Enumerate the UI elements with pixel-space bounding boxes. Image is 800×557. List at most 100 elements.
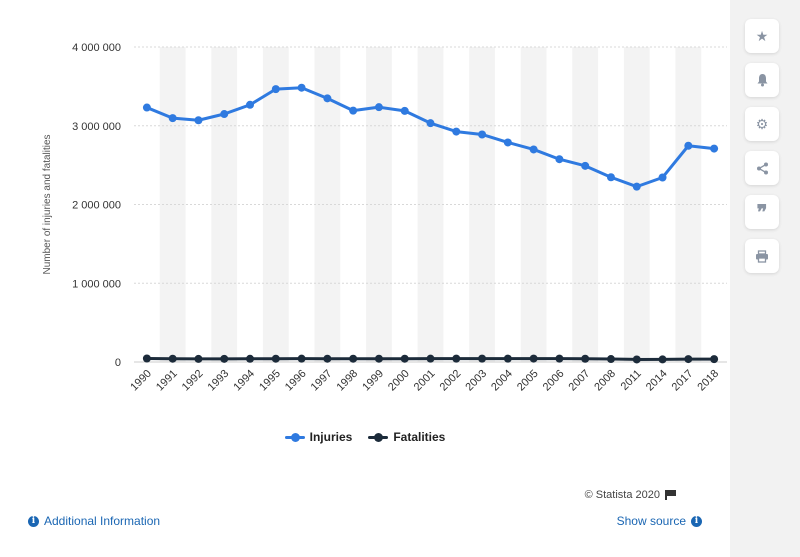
data-point-injuries	[374, 103, 383, 112]
data-point-injuries	[297, 83, 306, 92]
share-button[interactable]	[745, 151, 779, 185]
data-point-fatalities	[168, 354, 177, 363]
show-source-label: Show source	[616, 514, 686, 528]
y-tick-label: 0	[115, 357, 121, 369]
share-icon	[756, 162, 768, 174]
data-point-injuries	[400, 106, 409, 115]
favorite-button[interactable]: ★	[745, 19, 779, 53]
data-point-injuries	[168, 114, 177, 123]
additional-information-link[interactable]: i Additional Information	[28, 514, 160, 528]
star-icon: ★	[755, 27, 769, 44]
quote-icon: ❞	[756, 200, 768, 224]
data-point-injuries	[452, 127, 461, 136]
chart-card: 0 1 000 000 2 000 000 3 000 000 4 000 000 Num…	[0, 0, 730, 557]
x-tick-label: 1990	[128, 368, 154, 394]
y-tick-label: 4 000 000	[72, 42, 121, 54]
x-tick-label: 2011	[619, 368, 644, 393]
x-tick-label: 1995	[257, 368, 283, 394]
cite-button[interactable]: ❞	[745, 195, 779, 229]
show-source-link[interactable]: Show source i	[617, 514, 702, 528]
x-tick-label: 2018	[695, 368, 721, 394]
data-point-injuries	[658, 173, 667, 182]
chart-legend: Injuries Fatalities	[0, 430, 730, 444]
data-point-injuries	[478, 130, 487, 139]
data-point-injuries	[142, 103, 151, 112]
data-point-fatalities	[271, 354, 280, 363]
statista-credit[interactable]: © Statista 2020	[585, 489, 676, 501]
sidebar-toolbar: ★ ⚙ ❞	[745, 19, 779, 273]
info-icon: i	[28, 515, 39, 527]
x-tick-label: 2008	[592, 368, 618, 394]
data-point-fatalities	[220, 354, 229, 363]
info-icon: i	[691, 515, 702, 527]
data-point-injuries	[581, 161, 590, 170]
legend-label-injuries: Injuries	[309, 430, 353, 444]
x-tick-label: 1993	[206, 368, 232, 394]
x-tick-label: 2004	[489, 368, 515, 394]
data-point-fatalities	[581, 354, 590, 363]
data-point-injuries	[426, 119, 435, 128]
x-tick-label: 2014	[644, 368, 670, 394]
data-point-injuries	[555, 155, 564, 164]
legend-swatch-injuries	[284, 432, 305, 442]
data-point-fatalities	[194, 354, 203, 363]
legend-swatch-fatalities	[368, 432, 389, 442]
line-chart: 0 1 000 000 2 000 000 3 000 000 4 000 000 Num…	[42, 42, 727, 394]
data-point-fatalities	[710, 355, 719, 364]
data-point-fatalities	[658, 355, 667, 364]
y-tick-label: 3 000 000	[72, 121, 121, 133]
data-point-fatalities	[426, 354, 435, 363]
gear-icon: ⚙	[755, 115, 769, 132]
notification-button[interactable]	[745, 63, 779, 97]
legend-item-fatalities[interactable]: Fatalities	[368, 430, 445, 444]
y-tick-label: 2 000 000	[72, 200, 121, 212]
x-tick-label: 1998	[334, 368, 360, 394]
x-tick-label: 1991	[154, 368, 180, 394]
data-point-injuries	[684, 141, 693, 150]
data-point-injuries	[246, 100, 255, 109]
data-point-fatalities	[555, 354, 564, 363]
data-point-injuries	[271, 85, 280, 94]
x-tick-label: 1992	[180, 368, 206, 394]
print-icon	[756, 249, 768, 263]
data-point-injuries	[529, 145, 538, 154]
legend-label-fatalities: Fatalities	[393, 430, 446, 444]
data-point-injuries	[606, 173, 615, 182]
data-point-fatalities	[478, 354, 487, 363]
x-tick-label: 1994	[231, 368, 257, 394]
data-point-fatalities	[606, 355, 615, 364]
data-point-fatalities	[323, 354, 332, 363]
data-point-injuries	[632, 182, 641, 191]
print-button[interactable]	[745, 239, 779, 273]
settings-button[interactable]: ⚙	[745, 107, 779, 141]
column-band	[623, 47, 650, 362]
data-point-injuries	[349, 106, 358, 115]
x-tick-label: 2006	[541, 368, 567, 394]
x-tick-label: 1996	[283, 368, 309, 394]
data-point-fatalities	[452, 354, 461, 363]
column-band	[572, 47, 599, 362]
bell-icon	[757, 74, 767, 87]
column-band	[159, 47, 186, 362]
x-tick-label: 2005	[515, 368, 541, 394]
data-point-fatalities	[142, 354, 151, 363]
x-tick-label: 1997	[309, 368, 335, 394]
x-tick-label: 2002	[438, 368, 464, 394]
x-tick-label: 2003	[463, 368, 489, 394]
data-point-injuries	[710, 144, 719, 153]
data-point-fatalities	[349, 354, 358, 363]
data-point-fatalities	[632, 355, 641, 364]
data-point-injuries	[323, 94, 332, 103]
x-tick-label: 2017	[670, 368, 696, 394]
data-point-fatalities	[684, 355, 693, 364]
x-tick-label: 2000	[386, 368, 412, 394]
x-tick-label: 2001	[412, 368, 438, 394]
legend-item-injuries[interactable]: Injuries	[284, 430, 353, 444]
credit-text: © Statista 2020	[584, 489, 660, 501]
x-tick-label: 1999	[360, 368, 386, 394]
data-point-injuries	[503, 138, 512, 147]
y-tick-label: 1 000 000	[72, 278, 121, 290]
y-axis-label: Number of injuries and fatalities	[42, 134, 53, 274]
data-point-fatalities	[503, 354, 512, 363]
data-point-injuries	[220, 110, 229, 119]
